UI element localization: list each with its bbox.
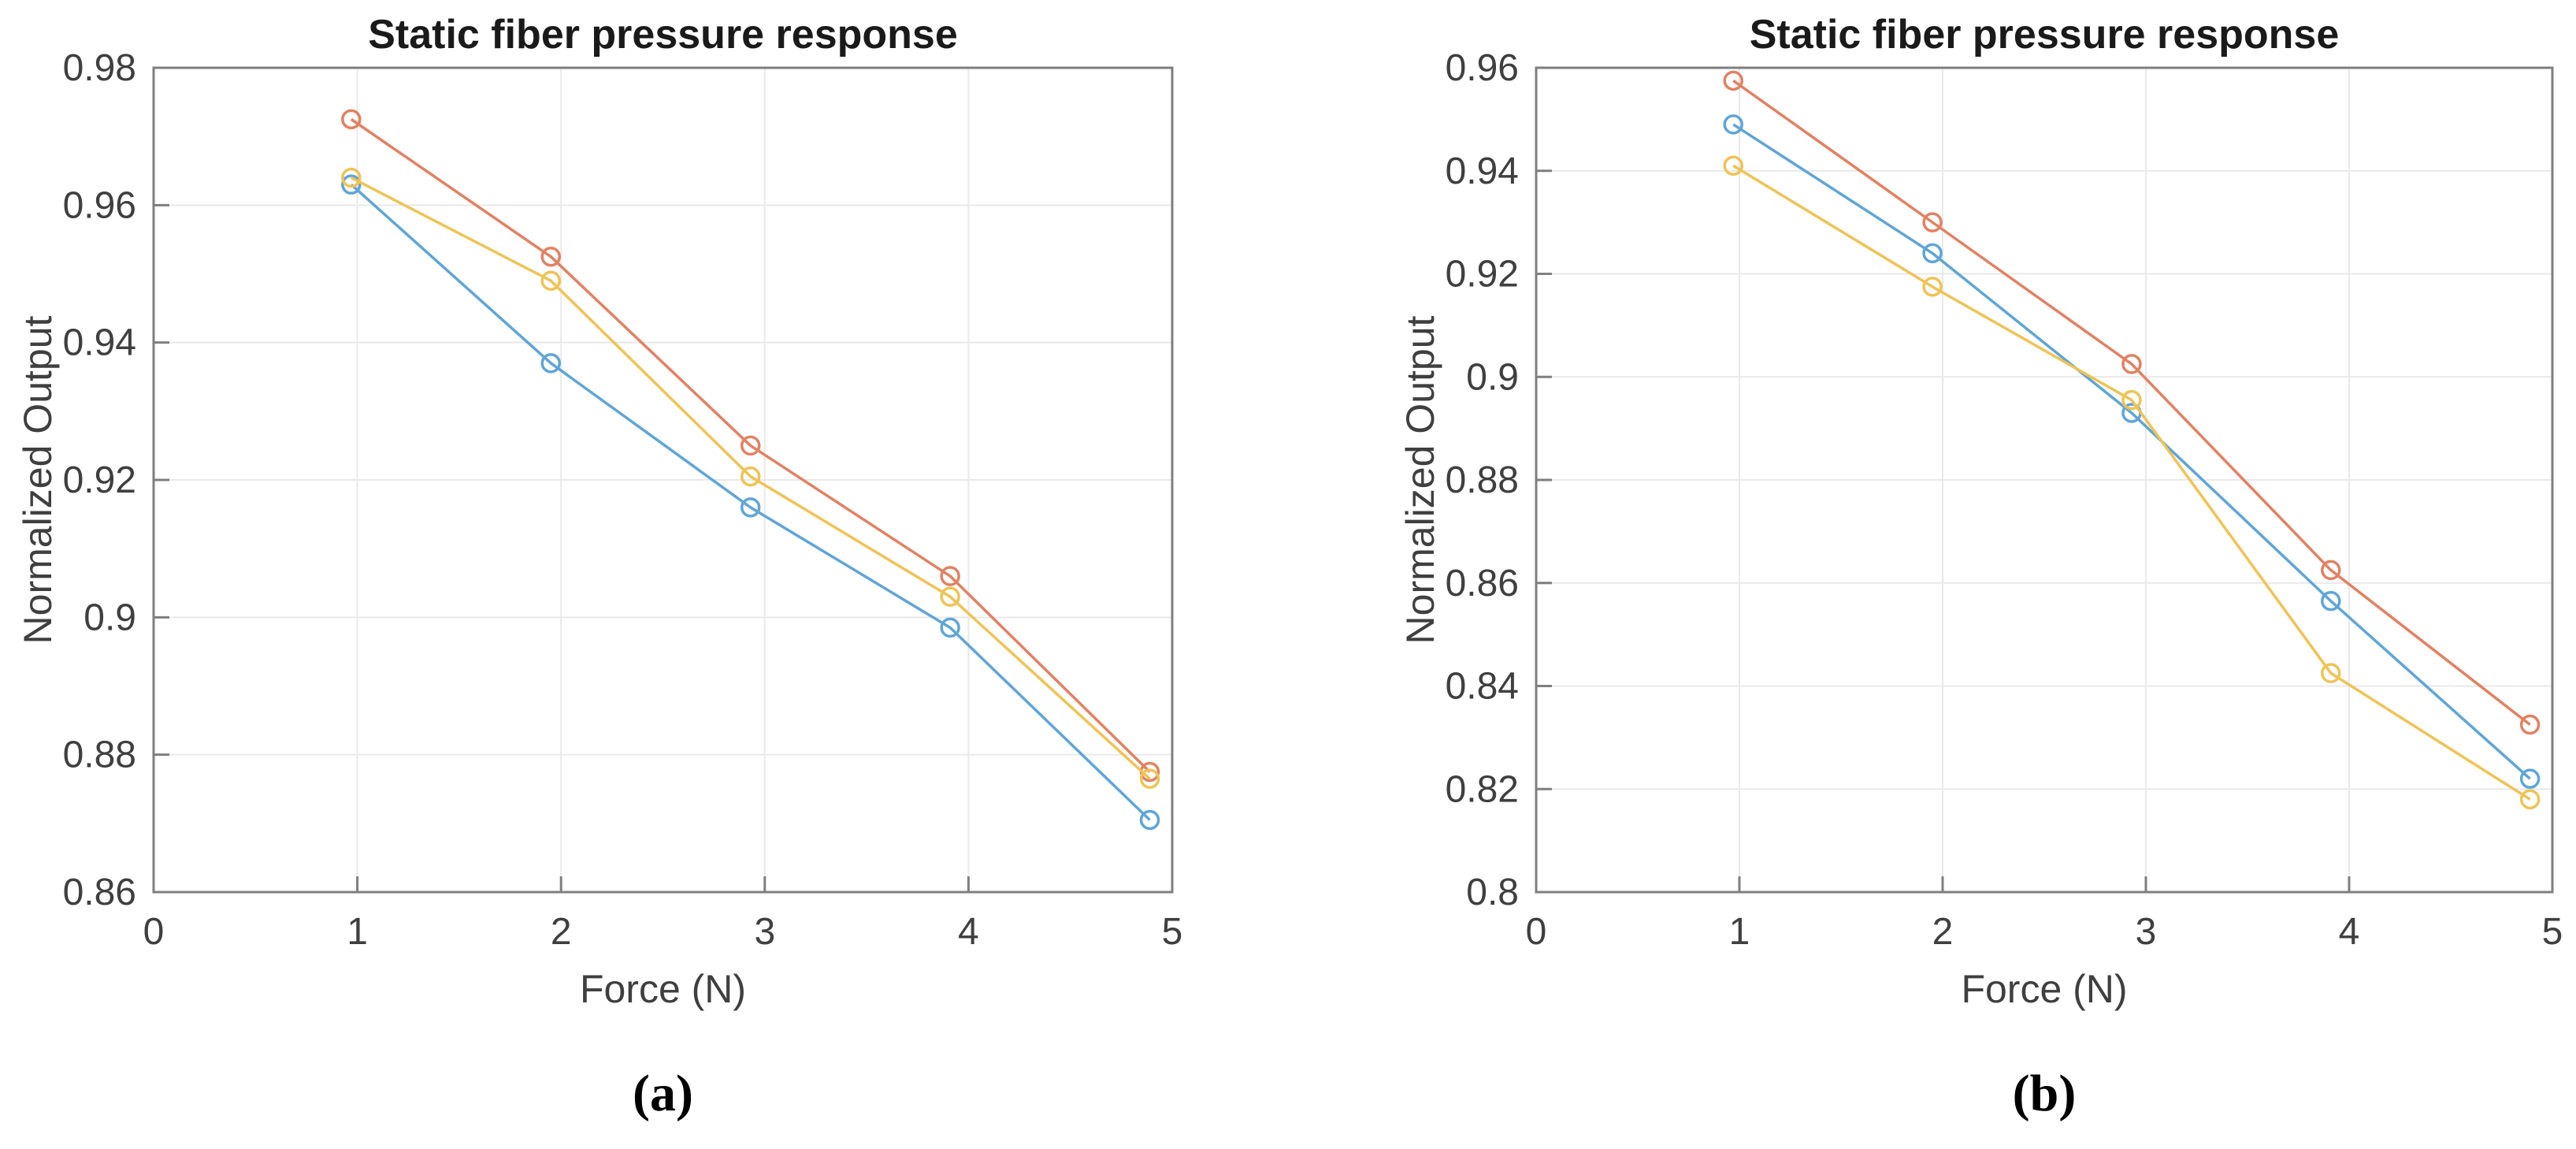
y-tick-label: 0.94 xyxy=(1446,151,1519,192)
y-tick-label: 0.88 xyxy=(63,734,136,776)
chart-b-title: Static fiber pressure response xyxy=(1749,12,2340,58)
yellow-trial-line xyxy=(351,176,1151,780)
orange-trial-marker xyxy=(940,566,960,586)
chart-b-plot-area: 0 1 2 3 4 5 0.8 0.82 0.84 0.86 0.88 0.9 0.92 0.94 0.96 xyxy=(1446,47,2563,953)
y-tick-label: 0.98 xyxy=(63,47,136,89)
orange-trial-marker xyxy=(341,109,362,130)
orange-trial-marker xyxy=(2321,560,2341,581)
chart-panel-b: 0 1 2 3 4 5 0.8 0.82 0.84 0.86 0.88 0.9 0.92 0.94 0.96… xyxy=(1288,0,2576,1149)
yellow-trial-marker xyxy=(940,586,960,607)
yellow-trial-marker xyxy=(1922,277,1943,297)
x-tick-label: 2 xyxy=(1932,911,1954,953)
chart-a-x-axis-label: Force (N) xyxy=(579,967,747,1011)
blue-trial-marker xyxy=(940,617,960,638)
yellow-trial-line xyxy=(1732,164,2531,801)
orange-trial-marker xyxy=(2121,354,2142,374)
blue-trial-line xyxy=(1732,123,2531,780)
chart-a-plot-area: 0 1 2 3 4 5 0.86 0.88 0.9 0.92 0.94 0.96 0.98 xyxy=(63,47,1183,953)
orange-trial-marker xyxy=(540,246,562,267)
blue-trial-marker xyxy=(1723,114,1744,135)
y-tick-label: 0.84 xyxy=(1446,666,1519,708)
y-tick-label: 0.8 xyxy=(1466,872,1519,913)
blue-trial-marker xyxy=(341,174,362,195)
y-tick-label: 0.92 xyxy=(1446,254,1519,296)
yellow-trial-marker xyxy=(2121,389,2142,411)
x-tick-label: 5 xyxy=(2542,911,2563,953)
y-tick-label: 0.92 xyxy=(63,459,136,501)
yellow-trial-marker xyxy=(341,167,362,188)
chart-a-caption: (a) xyxy=(633,1065,693,1122)
chart-a-title: Static fiber pressure response xyxy=(368,12,958,58)
orange-trial-marker xyxy=(740,435,761,456)
blue-trial-marker xyxy=(1922,243,1943,264)
blue-trial-marker xyxy=(2321,590,2341,612)
x-tick-label: 5 xyxy=(1162,911,1183,953)
blue-trial-line xyxy=(350,183,1151,821)
blue-trial-marker xyxy=(1139,809,1160,831)
chart-b-x-axis-label: Force (N) xyxy=(1961,967,2128,1011)
yellow-trial-marker xyxy=(540,270,562,291)
chart-panel-a: 0 1 2 3 4 5 0.86 0.88 0.9 0.92 0.94 0.96 0.98 Static… xyxy=(16,12,1183,1122)
y-tick-label: 0.96 xyxy=(1446,47,1519,89)
orange-trial-line xyxy=(350,117,1151,773)
orange-trial-line xyxy=(1732,79,2531,726)
chart-b-y-axis-label: Normalized Output xyxy=(1398,315,1442,645)
x-tick-label: 2 xyxy=(551,911,572,953)
orange-trial-marker xyxy=(1723,70,1744,91)
y-tick-label: 0.9 xyxy=(1466,356,1519,398)
y-tick-label: 0.86 xyxy=(1446,563,1519,604)
x-tick-label: 3 xyxy=(754,911,775,953)
chart-a-y-axis-label: Normalized Output xyxy=(16,315,60,645)
blue-trial-marker xyxy=(2519,768,2541,789)
yellow-trial-marker xyxy=(1139,768,1160,789)
y-tick-label: 0.94 xyxy=(63,322,136,364)
x-tick-label: 4 xyxy=(2339,911,2360,953)
x-tick-label: 4 xyxy=(958,911,979,953)
chart-b-caption: (b) xyxy=(2012,1065,2077,1122)
yellow-trial-marker xyxy=(1723,155,1744,176)
y-tick-label: 0.86 xyxy=(63,872,136,913)
orange-trial-marker xyxy=(2519,714,2541,735)
yellow-trial-marker xyxy=(2321,663,2341,683)
orange-trial-marker xyxy=(1922,212,1943,232)
x-tick-label: 1 xyxy=(1729,911,1750,953)
blue-trial-marker xyxy=(540,353,562,374)
yellow-trial-marker xyxy=(2519,789,2541,810)
yellow-trial-marker xyxy=(740,466,761,487)
y-tick-label: 0.88 xyxy=(1446,459,1519,501)
x-tick-label: 0 xyxy=(1526,911,1547,953)
x-tick-label: 3 xyxy=(2136,911,2157,953)
blue-trial-marker xyxy=(740,497,761,518)
y-tick-label: 0.9 xyxy=(84,597,136,638)
y-tick-label: 0.82 xyxy=(1446,768,1519,810)
x-tick-label: 1 xyxy=(347,911,368,953)
y-tick-label: 0.96 xyxy=(63,184,136,226)
x-tick-label: 0 xyxy=(143,911,165,953)
